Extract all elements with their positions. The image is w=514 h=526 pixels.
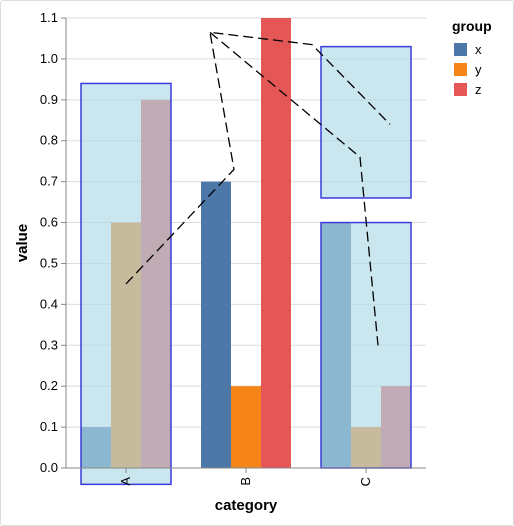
dashed-lasso-path xyxy=(125,31,391,285)
bar-B-z xyxy=(261,18,291,468)
legend-label-y: y xyxy=(475,62,482,77)
x-tick-label: A xyxy=(118,477,133,486)
y-tick-label: 0.6 xyxy=(40,215,58,230)
x-tick-label: C xyxy=(358,477,373,486)
y-tick-label: 0.1 xyxy=(40,419,58,434)
x-axis-title: category xyxy=(215,497,278,514)
y-tick-label: 0.3 xyxy=(40,337,58,352)
y-tick-label: 0.5 xyxy=(40,255,58,270)
y-tick-label: 0.9 xyxy=(40,92,58,107)
selection-overlay-layer xyxy=(80,31,412,486)
selection-box xyxy=(80,82,172,486)
y-tick-label: 0.4 xyxy=(40,296,58,311)
selection-box xyxy=(320,221,412,469)
legend-label-x: x xyxy=(475,42,482,57)
dashed-lasso-path xyxy=(209,31,379,346)
y-tick-label: 1.1 xyxy=(40,10,58,25)
y-tick-label: 0.0 xyxy=(40,460,58,475)
y-tick-label: 1.0 xyxy=(40,51,58,66)
bar-B-x xyxy=(201,181,231,469)
y-tick-label: 0.2 xyxy=(40,378,58,393)
axis-layer: 0.0 0.1 0.2 0.3 0.4 0.5 0.6 0.7 0.8 0.9 1.0 1.1 A B C xyxy=(40,10,426,486)
legend-swatch-x xyxy=(454,43,467,56)
bar-B-y xyxy=(231,386,261,468)
selection-box xyxy=(320,45,412,199)
legend-swatch-z xyxy=(454,83,467,96)
legend-swatch-y xyxy=(454,63,467,76)
y-tick-label: 0.7 xyxy=(40,174,58,189)
y-axis-title: value xyxy=(14,224,31,262)
y-tick-label: 0.8 xyxy=(40,133,58,148)
x-tick-label: B xyxy=(238,477,253,486)
legend-title: group xyxy=(452,18,492,34)
legend: group xyz xyxy=(452,18,492,97)
legend-label-z: z xyxy=(475,82,482,97)
